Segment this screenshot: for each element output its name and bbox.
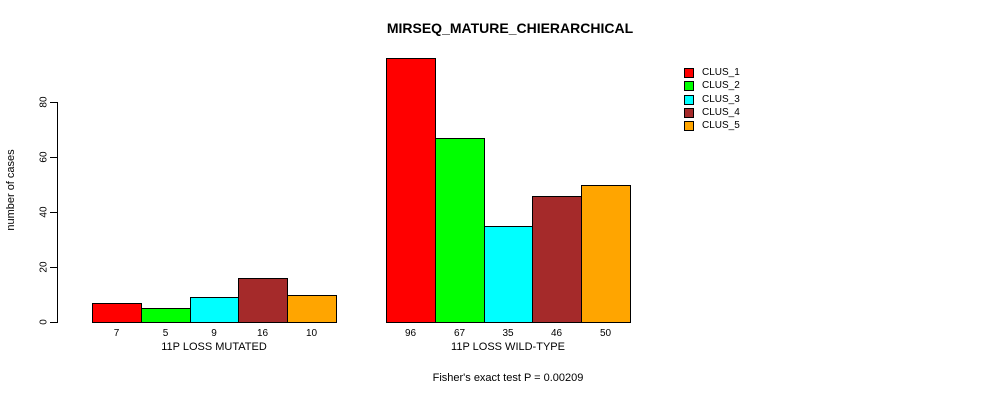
legend-label: CLUS_2 bbox=[702, 80, 740, 91]
bar-value-label: 10 bbox=[305, 328, 318, 339]
footer-text: Fisher's exact test P = 0.00209 bbox=[432, 372, 584, 384]
group-label: 11P LOSS WILD-TYPE bbox=[451, 341, 565, 353]
bar bbox=[386, 58, 436, 323]
bar bbox=[287, 295, 337, 323]
y-tick-mark bbox=[50, 157, 57, 158]
bar-value-label: 7 bbox=[113, 328, 120, 339]
y-tick-label: 60 bbox=[38, 151, 50, 163]
bar bbox=[532, 196, 582, 323]
bar bbox=[190, 297, 239, 323]
legend-color-swatch bbox=[684, 94, 694, 105]
legend-item: CLUS_4 bbox=[684, 106, 740, 119]
legend-label: CLUS_4 bbox=[702, 107, 740, 118]
legend-item: CLUS_2 bbox=[684, 79, 740, 92]
bar-value-label: 35 bbox=[502, 328, 514, 339]
legend-item: CLUS_5 bbox=[684, 119, 740, 132]
y-tick-label: 20 bbox=[38, 261, 50, 273]
legend-color-swatch bbox=[684, 120, 694, 131]
bar-value-label: 16 bbox=[256, 328, 269, 339]
bar bbox=[581, 185, 631, 323]
bar bbox=[484, 226, 533, 323]
bar-value-label: 67 bbox=[453, 328, 466, 339]
bar-value-label: 46 bbox=[550, 328, 563, 339]
bar-value-label: 50 bbox=[599, 328, 612, 339]
bar-value-label: 5 bbox=[162, 328, 169, 339]
bar bbox=[141, 308, 191, 323]
y-tick-mark bbox=[50, 322, 57, 323]
legend-label: CLUS_3 bbox=[702, 94, 740, 105]
y-tick-mark bbox=[50, 102, 57, 103]
y-axis-label: number of cases bbox=[5, 149, 17, 231]
group-label: 11P LOSS MUTATED bbox=[161, 341, 267, 353]
y-tick-mark bbox=[50, 267, 57, 268]
y-tick-label: 80 bbox=[38, 96, 50, 108]
legend-color-swatch bbox=[684, 107, 694, 118]
y-tick-mark bbox=[50, 212, 57, 213]
chart-title: MIRSEQ_MATURE_CHIERARCHICAL bbox=[386, 20, 634, 36]
legend-label: CLUS_1 bbox=[702, 67, 740, 78]
bar-value-label: 9 bbox=[211, 328, 217, 339]
bar bbox=[238, 278, 288, 323]
y-axis-line bbox=[57, 102, 58, 323]
legend-color-swatch bbox=[684, 80, 694, 91]
legend-color-swatch bbox=[684, 67, 694, 78]
legend-item: CLUS_1 bbox=[684, 66, 740, 79]
bar bbox=[435, 138, 485, 323]
legend-label: CLUS_5 bbox=[702, 120, 740, 131]
bar bbox=[92, 303, 142, 323]
bar-value-label: 96 bbox=[404, 328, 417, 339]
legend-item: CLUS_3 bbox=[684, 93, 740, 106]
y-tick-label: 0 bbox=[38, 319, 50, 325]
y-tick-label: 40 bbox=[38, 206, 50, 218]
